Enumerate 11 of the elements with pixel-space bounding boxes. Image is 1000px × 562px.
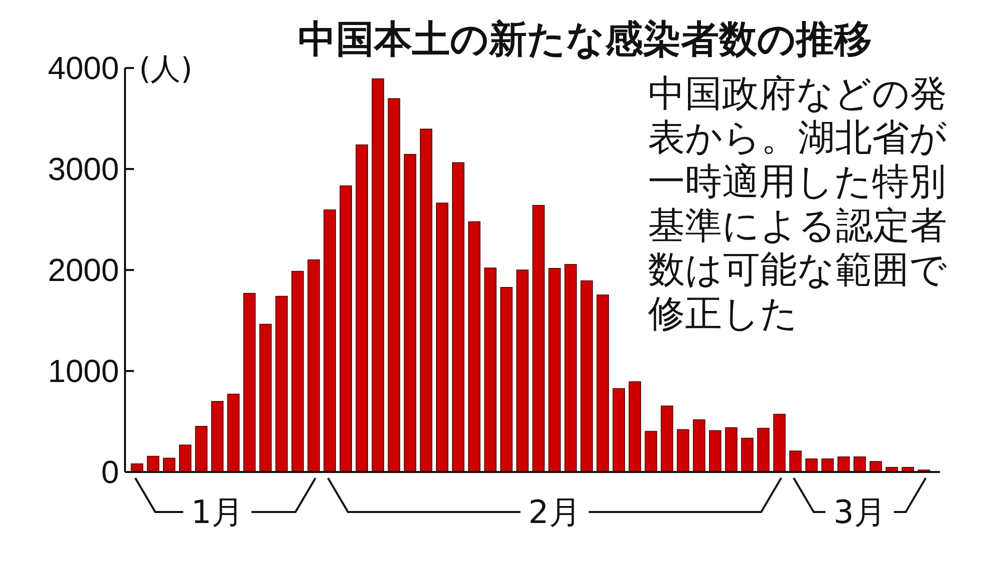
- y-tick-label: 3000: [48, 151, 119, 187]
- x-tick-label: 3月: [834, 493, 886, 531]
- chart-title: 中国本土の新たな感染者数の推移: [298, 17, 872, 61]
- y-axis-title: (人): [139, 52, 192, 87]
- y-tick-label: 2000: [48, 252, 119, 288]
- y-tick-label: 0: [101, 454, 119, 490]
- x-tick-label: 2月: [528, 493, 581, 531]
- annotation: 中国政府などの発表から。湖北省が一時適用した特別基準による認定者数は可能な範囲で修正した: [648, 72, 948, 336]
- y-tick-label: 4000: [48, 50, 119, 86]
- x-tick-label: 1月: [191, 493, 244, 531]
- y-tick-label: 1000: [48, 353, 119, 389]
